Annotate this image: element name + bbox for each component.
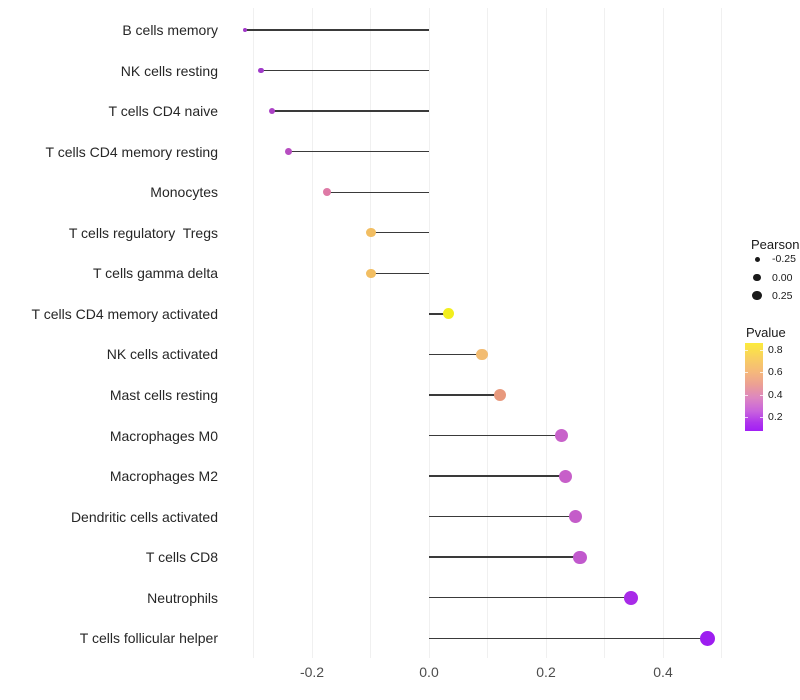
lollipop-point [285,148,293,156]
lollipop-point [242,27,247,33]
gridline [428,8,430,658]
pvalue-tick-mark [745,349,748,351]
lollipop-stem [261,69,429,72]
category-label: Macrophages M2 [109,468,218,485]
size-legend-label: -0.25 [772,253,796,265]
size-legend-label: 0.25 [772,289,793,302]
lollipop-stem [371,272,429,274]
size-legend-dot [752,290,762,301]
lollipop-stem [429,515,576,518]
lollipop-stem [429,556,580,558]
lollipop-point [555,429,569,442]
gridline [721,8,722,658]
lollipop-point [323,188,332,197]
lollipop-stem [327,191,429,193]
pvalue-colorbar [745,343,763,431]
pvalue-tick-mark [760,417,763,419]
gridline [662,8,664,658]
category-label: Dendritic cells activated [70,508,218,525]
gridline [604,8,605,658]
lollipop-stem [429,353,483,356]
gridline [311,8,313,658]
category-label: Monocytes [150,184,218,201]
x-tick-label: 0.2 [536,664,556,680]
category-label: T cells CD4 naive [108,103,218,120]
lollipop-stem [371,232,429,234]
category-label: T cells regulatory Tregs [68,224,218,241]
lollipop-stem [429,313,449,315]
gridline [253,8,254,658]
gridline [487,8,488,658]
lollipop-point [366,228,376,238]
pvalue-tick-mark [760,349,763,351]
lollipop-point [558,469,572,483]
pvalue-tick-mark [760,394,763,396]
lollipop-stem [429,475,566,477]
gridline [370,8,371,658]
lollipop-point [476,348,489,361]
pvalue-tick-mark [745,417,748,419]
lollipop-point [258,67,264,74]
lollipop-point [269,107,276,115]
lollipop-point [366,268,376,278]
category-label: Neutrophils [147,589,218,606]
category-label: Macrophages M0 [109,427,218,444]
category-label: T cells gamma delta [92,265,218,282]
category-label: Mast cells resting [109,386,218,403]
lollipop-stem [429,434,562,437]
lollipop-point [493,388,506,401]
lollipop-point [443,308,455,320]
lollipop-stem [429,637,708,639]
lollipop-point [569,510,583,524]
x-tick-label: -0.2 [299,664,325,680]
category-label: T cells CD8 [145,549,218,566]
lollipop-point [573,550,587,564]
lollipop-stem [429,394,500,396]
lollipop-point [623,590,638,605]
size-legend-dot [754,256,760,262]
category-label: T cells follicular helper [79,630,218,647]
pvalue-tick-mark [760,372,763,374]
category-label: B cells memory [122,22,218,38]
size-legend-label: 0.00 [772,271,793,284]
lollipop-stem [288,150,429,153]
pvalue-tick-label: 0.4 [768,388,783,401]
size-legend-dot [753,273,761,282]
lollipop-stem [429,597,631,599]
pvalue-tick-mark [745,394,748,396]
x-tick-label: 0.0 [419,664,439,680]
x-tick-label: 0.4 [653,664,673,680]
category-label: T cells CD4 memory activated [31,305,218,322]
lollipop-point [699,630,715,646]
category-label: NK cells resting [120,62,218,79]
lollipop-stem [272,110,429,112]
gridline [545,8,547,658]
pvalue-tick-label: 0.2 [768,411,783,424]
pvalue-tick-label: 0.8 [768,343,783,356]
pvalue-tick-label: 0.6 [768,366,783,379]
pearson-legend-title: Pearson [751,237,800,252]
category-label: T cells CD4 memory resting [45,143,218,160]
lollipop-stem [244,29,429,31]
category-label: NK cells activated [106,346,218,363]
pvalue-legend-title: Pvalue [746,325,786,340]
pvalue-tick-mark [745,372,748,374]
